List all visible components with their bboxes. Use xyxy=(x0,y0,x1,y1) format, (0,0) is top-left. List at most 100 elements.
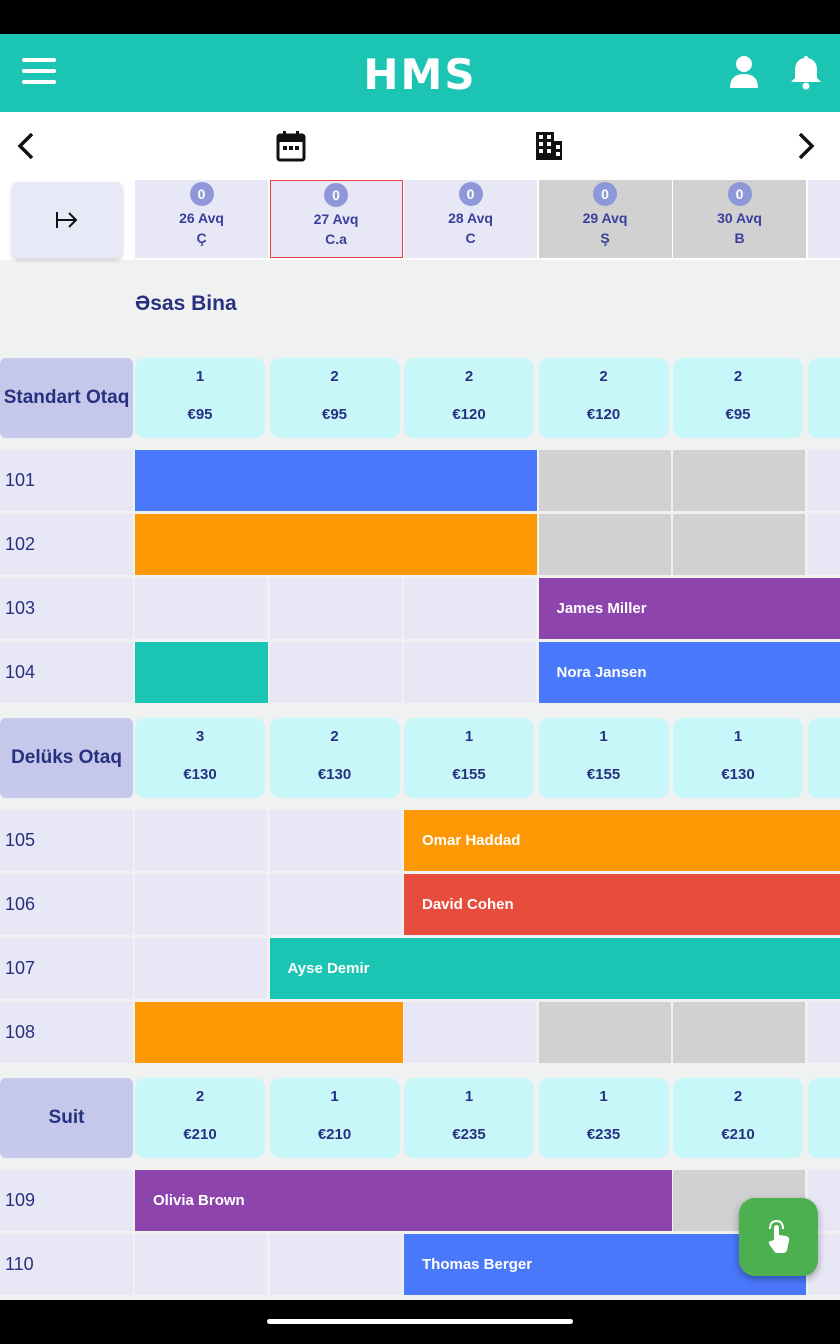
available-count: 2 xyxy=(330,368,339,385)
calendar-cell[interactable] xyxy=(135,578,267,639)
availability-summary: 1 €130 xyxy=(673,718,803,798)
booking-grid: 0 26 Avq Ç 0 27 Avq C.a 0 28 Avq C 0 29 Avq Ş 0 30 Av… xyxy=(0,180,840,1300)
room-price: €120 xyxy=(586,406,621,423)
availability-summary: 2 €210 xyxy=(135,1078,265,1158)
room-number[interactable]: 101 xyxy=(0,450,133,511)
weekday-label: Ç xyxy=(196,230,207,246)
bell-icon[interactable] xyxy=(790,54,822,90)
date-column[interactable]: 0 26 Avq Ç xyxy=(135,180,268,258)
available-count: 1 xyxy=(195,368,205,385)
room-price: €155 xyxy=(586,766,621,783)
calendar-cell[interactable] xyxy=(135,1234,267,1295)
date-header-strip: 0 26 Avq Ç 0 27 Avq C.a 0 28 Avq C 0 29 Avq Ş 0 30 Av… xyxy=(0,180,840,260)
chevron-right-icon[interactable] xyxy=(792,128,820,164)
available-count: 2 xyxy=(733,1088,743,1105)
calendar-cell[interactable] xyxy=(404,1002,536,1063)
available-count: 2 xyxy=(599,368,608,385)
calendar-cell[interactable] xyxy=(538,1002,671,1063)
availability-summary xyxy=(807,358,840,438)
room-price: €95 xyxy=(187,406,213,423)
availability-summary: 1 €235 xyxy=(538,1078,669,1158)
system-nav-bar xyxy=(0,1300,840,1344)
user-icon[interactable] xyxy=(728,54,760,90)
room-number[interactable]: 105 xyxy=(0,810,133,871)
booking-bar[interactable]: Olivia Brown xyxy=(135,1170,672,1231)
availability-summary: 1 €210 xyxy=(269,1078,400,1158)
date-column[interactable]: 0 27 Avq C.a xyxy=(269,180,403,258)
calendar-icon[interactable] xyxy=(276,130,306,162)
room-price: €155 xyxy=(452,766,486,783)
building-icon[interactable] xyxy=(534,130,564,162)
booking-bar[interactable] xyxy=(135,514,538,575)
date-label: 26 Avq xyxy=(179,210,224,226)
occupancy-badge: 0 xyxy=(727,182,752,206)
weekday-label: C.a xyxy=(325,231,347,247)
available-count: 1 xyxy=(599,728,608,745)
calendar-cell[interactable] xyxy=(673,450,805,511)
calendar-cell[interactable] xyxy=(269,578,402,639)
booking-bar[interactable]: Nora Jansen xyxy=(538,642,840,703)
calendar-cell[interactable] xyxy=(135,938,267,999)
calendar-cell[interactable] xyxy=(538,514,671,575)
booking-bar[interactable]: Ayse Demir xyxy=(269,938,840,999)
room-number[interactable]: 106 xyxy=(0,874,133,935)
date-column[interactable]: 0 30 Avq B xyxy=(673,180,806,258)
booking-bar[interactable]: James Miller xyxy=(538,578,840,639)
calendar-cell[interactable] xyxy=(269,642,402,703)
calendar-cell[interactable] xyxy=(404,578,536,639)
room-type-label[interactable]: Delüks Otaq xyxy=(0,718,133,798)
calendar-cell[interactable] xyxy=(269,874,402,935)
booking-bar[interactable] xyxy=(135,450,538,511)
chevron-left-icon[interactable] xyxy=(12,128,40,164)
room-price: €130 xyxy=(721,766,755,783)
date-column[interactable]: 0 29 Avq Ş xyxy=(538,180,672,258)
calendar-cell[interactable] xyxy=(807,1002,840,1063)
menu-icon[interactable] xyxy=(22,58,56,86)
room-type-label[interactable]: Standart Otaq xyxy=(0,358,133,438)
room-number[interactable]: 103 xyxy=(0,578,133,639)
calendar-cell[interactable] xyxy=(135,874,267,935)
calendar-cell[interactable] xyxy=(807,514,840,575)
room-price: €120 xyxy=(452,406,486,423)
available-count: 3 xyxy=(195,728,205,745)
room-number[interactable]: 110 xyxy=(0,1234,133,1295)
room-number[interactable]: 107 xyxy=(0,938,133,999)
calendar-cell[interactable] xyxy=(269,1234,402,1295)
calendar-cell[interactable] xyxy=(673,1002,805,1063)
collapse-icon xyxy=(56,212,78,228)
availability-summary: 1 €155 xyxy=(404,718,534,798)
calendar-cell[interactable] xyxy=(538,450,671,511)
date-label: 30 Avq xyxy=(717,210,762,226)
availability-summary: 2 €130 xyxy=(269,718,400,798)
room-price: €235 xyxy=(452,1126,486,1143)
availability-summary: 1 €235 xyxy=(404,1078,534,1158)
room-price: €210 xyxy=(183,1126,217,1143)
booking-bar[interactable] xyxy=(135,1002,403,1063)
available-count: 2 xyxy=(195,1088,205,1105)
room-price: €95 xyxy=(725,406,751,423)
booking-bar[interactable]: Omar Haddad xyxy=(404,810,840,871)
calendar-cell[interactable] xyxy=(673,514,805,575)
calendar-cell[interactable] xyxy=(269,810,402,871)
status-bar xyxy=(0,0,840,34)
occupancy-badge: 0 xyxy=(458,182,483,206)
booking-bar[interactable] xyxy=(135,642,269,703)
room-price: €210 xyxy=(721,1126,755,1143)
booking-bar[interactable]: David Cohen xyxy=(404,874,840,935)
date-column[interactable]: 0 28 Avq C xyxy=(404,180,537,258)
room-number[interactable]: 108 xyxy=(0,1002,133,1063)
collapse-button[interactable] xyxy=(12,182,122,258)
room-price: €95 xyxy=(321,406,348,423)
date-label: 28 Avq xyxy=(448,210,493,226)
home-indicator[interactable] xyxy=(267,1319,573,1324)
available-count: 2 xyxy=(464,368,474,385)
room-number[interactable]: 104 xyxy=(0,642,133,703)
calendar-cell[interactable] xyxy=(135,810,267,871)
touch-action-button[interactable] xyxy=(739,1198,818,1276)
room-type-label[interactable]: Suit xyxy=(0,1078,133,1158)
calendar-cell[interactable] xyxy=(404,642,536,703)
available-count: 1 xyxy=(733,728,743,745)
room-number[interactable]: 109 xyxy=(0,1170,133,1231)
calendar-cell[interactable] xyxy=(807,450,840,511)
room-number[interactable]: 102 xyxy=(0,514,133,575)
